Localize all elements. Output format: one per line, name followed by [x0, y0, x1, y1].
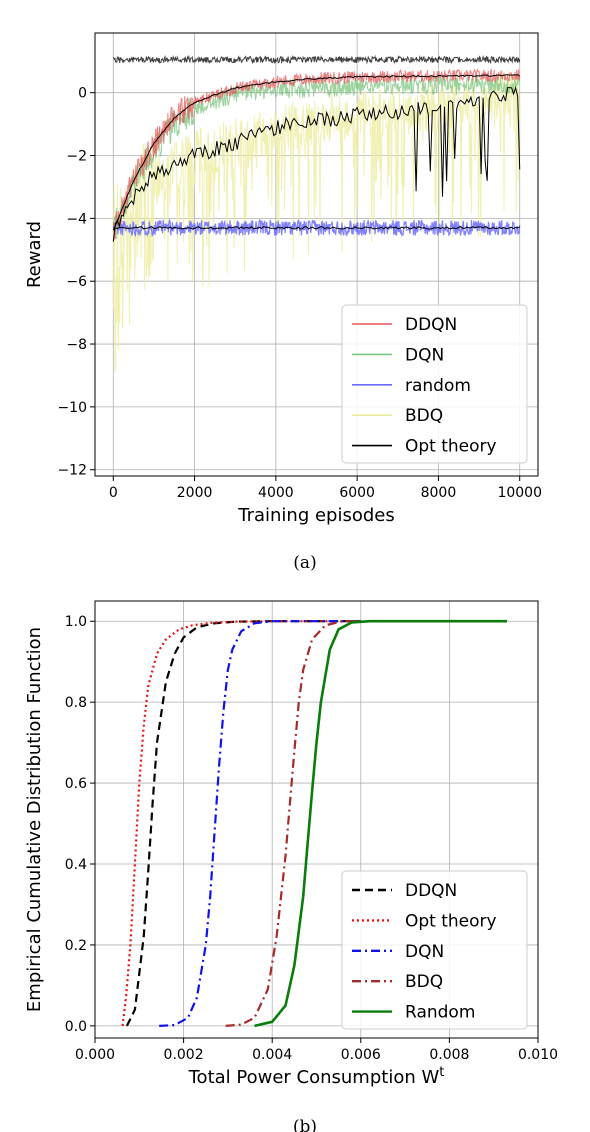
series-ddqn — [112, 68, 521, 240]
y-tick-label: −6 — [66, 274, 87, 290]
x-tick-label: 0.008 — [429, 1047, 469, 1063]
series-bdq — [112, 70, 521, 373]
x-axis-label: Total Power Consumption Wt — [188, 1065, 445, 1088]
chart-a: 0 2000 4000 6000 8000 10000 0 −2 −4 −6 −8 −10 −12 Tra… — [24, 32, 542, 526]
y-axis-label: Empirical Cumulative Distribution Functi… — [24, 627, 45, 1012]
x-tick-label: 0 — [109, 485, 118, 501]
legend-label: Random — [405, 1003, 475, 1023]
x-tick-label: 8000 — [421, 485, 457, 501]
y-tick-label: −2 — [66, 149, 87, 165]
y-tick-label: −10 — [57, 400, 87, 416]
y-tick-label: 0.4 — [65, 857, 87, 873]
x-tick-label: 0.000 — [75, 1047, 115, 1063]
legend-label: Opt theory — [405, 911, 497, 931]
x-tick-label: 6000 — [339, 485, 375, 501]
legend-label: DDQN — [405, 315, 457, 335]
legend-label: BDQ — [405, 972, 443, 992]
x-tick-label: 2000 — [177, 485, 213, 501]
plot-area — [121, 619, 507, 1028]
x-tick-label: 0.006 — [341, 1047, 381, 1063]
x-axis-label-sup: t — [439, 1065, 444, 1080]
moving-average-ddqn — [112, 74, 520, 231]
caption-a: (a) — [293, 553, 316, 573]
moving-average-random — [113, 226, 520, 230]
legend-label: DQN — [405, 942, 444, 962]
y-tick-label: −8 — [66, 337, 87, 353]
y-tick-label: 0.6 — [65, 776, 87, 792]
x-tick-label: 0.004 — [252, 1047, 292, 1063]
legend-box — [341, 870, 528, 1030]
y-tick-label: 0 — [78, 86, 87, 102]
x-tick-label: 0.010 — [518, 1047, 558, 1063]
series-ddqn — [125, 620, 361, 1027]
y-tick-label: −4 — [66, 211, 87, 227]
y-tick-label: −12 — [57, 463, 87, 479]
legend-label: BDQ — [405, 406, 443, 426]
legend-box — [341, 304, 528, 464]
legend-label: DDQN — [405, 881, 457, 901]
y-axis-label: Reward — [24, 221, 45, 288]
series-opt-theory — [112, 54, 521, 65]
series-random — [254, 619, 507, 1028]
chart-b: 0.000 0.002 0.004 0.006 0.008 0.010 0.0 0.2 0.4 0… — [24, 600, 558, 1088]
y-tick-label: 0.0 — [65, 1019, 87, 1035]
x-axis-label: Training episodes — [237, 505, 395, 526]
series-bdq — [225, 620, 361, 1027]
y-tick-label: 1.0 — [65, 614, 87, 630]
legend-label: Opt theory — [405, 437, 497, 457]
axes-frame — [94, 32, 539, 477]
series-random — [112, 218, 521, 238]
moving-average-bdq — [112, 85, 521, 242]
x-tick-label: 0.002 — [164, 1047, 204, 1063]
x-tick-label: 10000 — [497, 485, 542, 501]
y-tick-label: 0.2 — [65, 938, 87, 954]
x-tick-label: 4000 — [258, 485, 294, 501]
legend-label: random — [405, 376, 471, 396]
caption-b: (b) — [293, 1117, 317, 1132]
plot-area — [112, 54, 521, 373]
legend-label: DQN — [405, 345, 444, 365]
y-tick-label: 0.8 — [65, 695, 87, 711]
axes-frame — [94, 600, 539, 1039]
series-dqn — [159, 620, 361, 1027]
